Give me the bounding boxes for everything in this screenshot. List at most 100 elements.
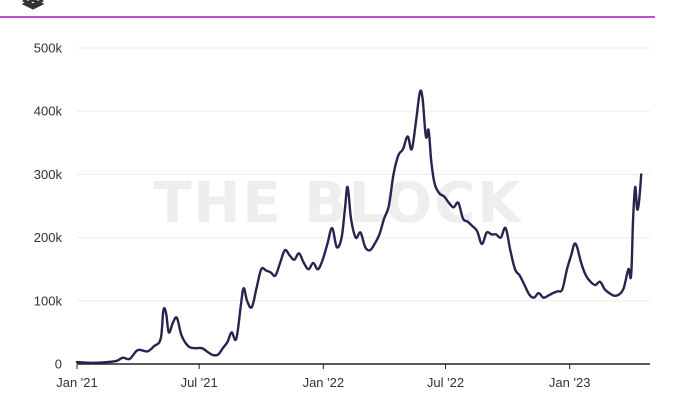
data-point bbox=[514, 268, 516, 271]
data-point bbox=[146, 350, 149, 353]
data-point bbox=[406, 135, 409, 138]
the-block-logo-icon bbox=[21, 0, 45, 10]
y-tick-label: 500k bbox=[34, 41, 63, 56]
data-point bbox=[269, 271, 272, 274]
data-point bbox=[580, 262, 583, 264]
data-point bbox=[246, 299, 249, 302]
data-point bbox=[518, 274, 521, 277]
data-point bbox=[589, 280, 592, 283]
data-point bbox=[226, 341, 229, 343]
data-point bbox=[457, 201, 460, 204]
data-point bbox=[346, 186, 349, 188]
data-point bbox=[369, 249, 371, 252]
data-point bbox=[387, 205, 390, 207]
data-point bbox=[340, 236, 343, 239]
data-point bbox=[576, 246, 578, 249]
grid-lines bbox=[77, 47, 650, 302]
data-point bbox=[419, 91, 421, 94]
data-point bbox=[585, 274, 587, 277]
data-point bbox=[570, 252, 573, 255]
data-point bbox=[153, 345, 155, 348]
data-point bbox=[162, 309, 165, 312]
data-point bbox=[556, 290, 559, 293]
data-point bbox=[433, 183, 436, 185]
data-point bbox=[566, 268, 568, 271]
data-point bbox=[640, 173, 643, 176]
data-point bbox=[638, 198, 641, 201]
data-point bbox=[466, 220, 469, 223]
data-point bbox=[476, 230, 479, 233]
data-point bbox=[410, 148, 413, 151]
data-point bbox=[547, 294, 549, 297]
data-point bbox=[443, 195, 446, 198]
data-point bbox=[212, 354, 215, 357]
data-point bbox=[331, 227, 333, 230]
data-points bbox=[76, 91, 643, 364]
data-point bbox=[165, 312, 168, 315]
data-point bbox=[397, 154, 400, 157]
data-point bbox=[613, 294, 616, 297]
data-point bbox=[194, 347, 197, 350]
data-point bbox=[421, 97, 424, 100]
data-point bbox=[274, 274, 277, 277]
data-point bbox=[326, 243, 329, 245]
data-point bbox=[603, 288, 606, 291]
data-point bbox=[383, 217, 385, 220]
data-point bbox=[255, 287, 258, 290]
data-point bbox=[136, 349, 139, 351]
data-point bbox=[97, 361, 99, 364]
data-point bbox=[106, 361, 109, 363]
data-point bbox=[542, 296, 545, 299]
data-point bbox=[392, 173, 395, 176]
data-point bbox=[288, 254, 291, 257]
data-point bbox=[293, 258, 296, 261]
data-point bbox=[302, 262, 305, 264]
data-point bbox=[485, 231, 488, 234]
data-point bbox=[180, 334, 183, 337]
data-point bbox=[425, 135, 427, 138]
x-tick-label: Jul '21 bbox=[181, 375, 218, 390]
data-point bbox=[122, 356, 124, 359]
y-tick-label: 400k bbox=[34, 104, 63, 119]
data-point bbox=[462, 217, 464, 220]
data-point bbox=[85, 361, 88, 364]
data-point bbox=[159, 337, 162, 340]
data-point bbox=[490, 233, 493, 236]
data-point bbox=[279, 262, 281, 264]
data-point bbox=[230, 331, 233, 334]
data-point bbox=[537, 292, 540, 295]
data-point bbox=[627, 268, 630, 271]
data-point bbox=[448, 201, 450, 204]
data-point bbox=[523, 284, 526, 286]
data-point bbox=[622, 287, 625, 290]
data-point bbox=[115, 359, 118, 362]
x-tick-label: Jan '23 bbox=[549, 375, 591, 390]
data-point bbox=[260, 268, 263, 271]
data-point bbox=[364, 246, 367, 249]
data-point bbox=[561, 288, 564, 291]
data-point bbox=[284, 249, 286, 252]
data-point bbox=[599, 280, 601, 283]
x-tick-label: Jan '21 bbox=[56, 375, 98, 390]
data-point bbox=[509, 249, 512, 252]
data-point bbox=[344, 208, 346, 211]
data-point bbox=[471, 225, 474, 228]
data-point bbox=[533, 296, 535, 299]
data-point bbox=[128, 358, 131, 360]
data-point bbox=[608, 292, 611, 295]
data-point bbox=[452, 206, 455, 209]
data-point bbox=[201, 347, 203, 350]
x-tick-label: Jul '22 bbox=[427, 375, 464, 390]
data-point bbox=[350, 217, 352, 220]
y-axis-tick-labels: 0 100k 200k 300k 400k 500k bbox=[34, 41, 63, 372]
x-tick-label: Jan '22 bbox=[303, 375, 345, 390]
data-point bbox=[636, 208, 639, 211]
data-point bbox=[207, 351, 210, 354]
data-point bbox=[630, 274, 632, 277]
y-tick-label: 200k bbox=[34, 230, 63, 245]
data-point bbox=[632, 217, 634, 220]
data-point bbox=[235, 337, 238, 340]
data-point bbox=[317, 268, 319, 271]
data-point bbox=[217, 353, 220, 356]
